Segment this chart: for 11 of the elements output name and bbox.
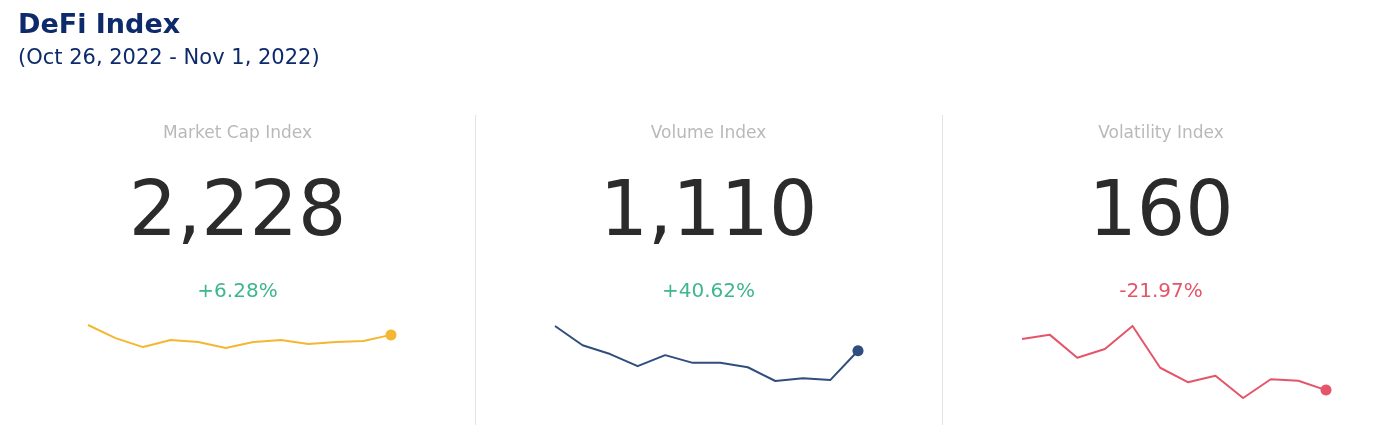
chart-title: Market Cap Index bbox=[162, 121, 313, 142]
text: 1,110 bbox=[599, 163, 818, 253]
text: 160 bbox=[1088, 163, 1234, 253]
text: (Oct 26, 2022 - Nov 1, 2022) bbox=[18, 45, 320, 69]
text: DeFi Index bbox=[18, 8, 182, 39]
text: +40.62% bbox=[661, 278, 756, 302]
text: -21.97% bbox=[1119, 278, 1203, 302]
text: 2,228 bbox=[128, 163, 347, 253]
chart-title: Volume Index bbox=[650, 121, 767, 142]
text: +6.28% bbox=[197, 278, 278, 302]
chart-title: Volatility Index bbox=[1098, 121, 1224, 142]
